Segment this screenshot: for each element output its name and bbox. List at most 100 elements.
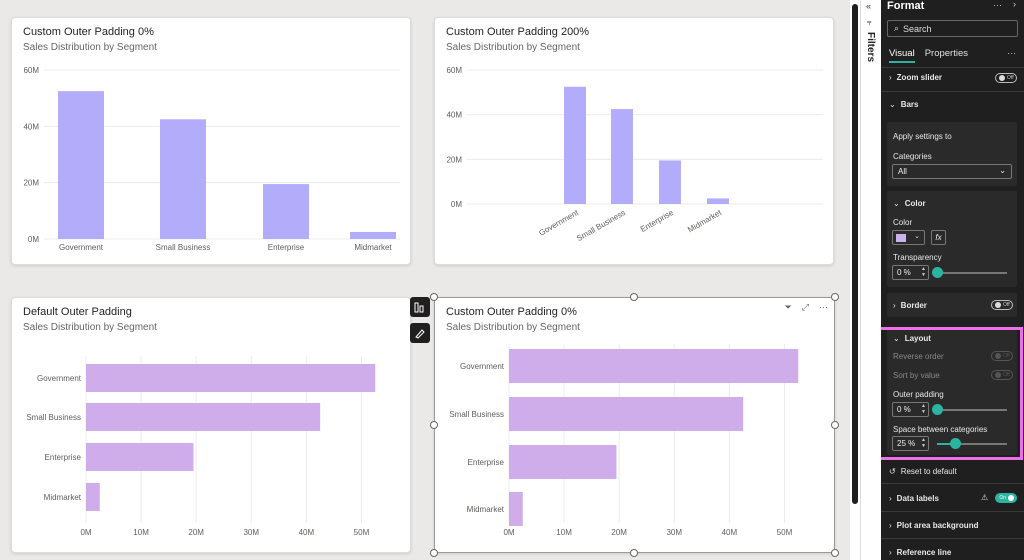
resize-handle[interactable] [430,549,438,557]
paint-brush-button[interactable] [410,323,430,343]
y-tick-label: 0M [28,235,39,244]
reverse-order-toggle[interactable]: Off [991,351,1013,361]
chart-title: Default Outer Padding [23,306,132,318]
format-pane-title: Format [887,0,925,12]
chart-subtitle: Sales Distribution by Segment [23,322,157,333]
y-tick-label: Government [460,362,505,371]
format-tabs: Visual Properties [889,48,968,63]
x-tick-label: 30M [666,528,682,537]
chart-subtitle: Sales Distribution by Segment [446,322,580,333]
resize-handle[interactable] [831,549,839,557]
space-between-slider-thumb[interactable] [949,438,961,449]
x-tick-label: 20M [611,528,627,537]
dropdown-value: All [898,167,907,176]
outer-padding-label: Outer padding [893,390,944,399]
space-between-label: Space between categories [893,425,988,434]
x-tick-label: 0M [503,528,514,537]
y-tick-label: 40M [23,122,39,131]
filters-pane[interactable]: « ⫧ Filters [860,0,881,560]
filters-label[interactable]: Filters [865,32,876,63]
bar-chart: 0M 10M 20M 30M 40M 50M Government Small Busines… [449,344,799,537]
bar-chart: 0M 10M 20M 30M 40M 50M Government Small Busines… [26,356,376,537]
border-toggle[interactable]: Off [991,300,1013,310]
color-picker[interactable]: ⌄ [892,230,925,245]
chart-card-outer-padding-0[interactable]: Custom Outer Padding 0% Sales Distributi… [11,17,411,265]
chart-card-default-outer-padding[interactable]: Default Outer Padding Sales Distribution… [11,297,411,553]
y-tick-label: Government [37,374,82,383]
outer-padding-slider-thumb[interactable] [932,404,943,415]
x-tick-label: Midmarket [686,208,724,235]
tab-visual[interactable]: Visual [889,48,915,63]
chevron-down-icon: ⌄ [999,166,1006,175]
format-visual-button[interactable] [410,297,430,317]
transparency-slider-track[interactable] [937,272,1007,274]
search-placeholder: Search [903,23,932,34]
visual-header-toolbar: ⏷ ⤢ ··· [785,302,828,313]
border-section[interactable]: › Border [893,301,927,310]
zoom-slider-toggle[interactable]: Off [995,73,1017,83]
focus-mode-icon[interactable]: ⤢ [801,302,809,312]
chevron-down-icon: ⌄ [889,100,896,109]
zoom-slider-section[interactable]: › Zoom slider [889,73,942,82]
x-tick-label: Small Business [156,243,211,252]
canvas-scrollbar[interactable] [850,0,860,560]
fx-button[interactable]: fx [931,230,946,245]
brush-icon [415,329,425,339]
expand-icon[interactable]: « [866,1,872,11]
tabs-more-icon[interactable]: ··· [1007,48,1016,58]
stepper-icon[interactable]: ▲ ▼ [921,266,926,278]
scrollbar-thumb[interactable] [852,4,858,504]
more-options-icon[interactable]: ··· [993,0,1002,10]
x-tick-label: 0M [80,528,91,537]
bar [707,198,729,204]
resize-handle[interactable] [630,549,638,557]
plot-area-background-section[interactable]: › Plot area background [889,521,978,530]
sort-by-value-toggle[interactable]: Off [991,370,1013,380]
y-tick-label: Enterprise [45,453,82,462]
search-icon: ⌕ [894,23,900,33]
resize-handle[interactable] [430,421,438,429]
chart-title: Custom Outer Padding 0% [23,26,154,38]
y-tick-label: Midmarket [44,493,82,502]
chart-format-icon [414,302,424,313]
search-input[interactable]: ⌕ Search [887,20,1018,37]
section-label: Plot area background [896,521,979,530]
collapse-pane-icon[interactable]: › [1013,0,1016,9]
bars-section[interactable]: ⌄ Bars [889,100,919,109]
resize-handle[interactable] [430,293,438,301]
outer-padding-slider-track[interactable] [937,409,1007,411]
section-label: Zoom slider [896,73,943,82]
transparency-slider-thumb[interactable] [932,267,943,278]
layout-section[interactable]: ⌄ Layout [893,334,931,343]
filter-icon[interactable]: ⏷ [784,302,792,312]
data-labels-section[interactable]: › Data labels [889,494,939,503]
y-tick-label: 60M [446,66,462,75]
stepper-icon[interactable]: ▲ ▼ [921,403,926,415]
data-labels-toggle[interactable]: On [995,493,1017,503]
bar [509,492,523,526]
more-options-icon[interactable]: ··· [819,302,828,312]
tab-properties[interactable]: Properties [924,48,969,59]
categories-dropdown[interactable]: All ⌄ [892,164,1012,179]
reference-line-section[interactable]: › Reference line [889,548,951,557]
resize-handle[interactable] [831,293,839,301]
chart-card-selected-outer-padding-0[interactable]: Custom Outer Padding 0% Sales Distributi… [434,297,835,553]
y-tick-label: Small Business [449,410,504,419]
chart-card-outer-padding-200[interactable]: Custom Outer Padding 200% Sales Distribu… [434,17,834,265]
bar [509,445,617,479]
layout-card: ⌄ Layout Reverse order Off Sort by value… [887,327,1017,455]
bar [509,349,799,383]
transparency-input[interactable]: 0 % ▲ ▼ [892,265,929,280]
resize-handle[interactable] [630,293,638,301]
outer-padding-input[interactable]: 0 % ▲ ▼ [892,402,929,417]
reset-label: Reset to default [900,467,957,476]
space-between-input[interactable]: 25 % ▲ ▼ [892,436,929,451]
color-section[interactable]: ⌄ Color [893,199,926,208]
resize-handle[interactable] [831,421,839,429]
reset-to-default-link[interactable]: ↺ Reset to default [889,467,957,476]
input-value: 25 % [897,439,916,448]
stepper-icon[interactable]: ▲ ▼ [921,437,926,449]
x-tick-label: Government [59,243,104,252]
space-between-slider-track[interactable] [937,443,1007,445]
